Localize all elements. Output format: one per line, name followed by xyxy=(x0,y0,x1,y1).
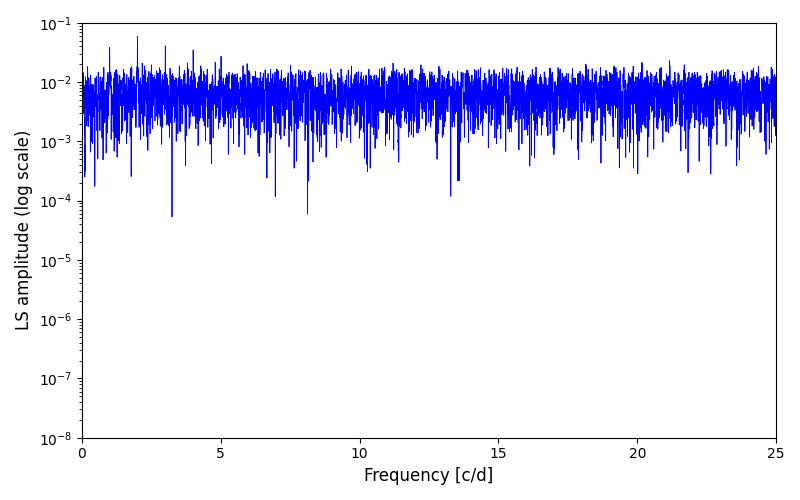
Y-axis label: LS amplitude (log scale): LS amplitude (log scale) xyxy=(15,130,33,330)
X-axis label: Frequency [c/d]: Frequency [c/d] xyxy=(364,467,494,485)
